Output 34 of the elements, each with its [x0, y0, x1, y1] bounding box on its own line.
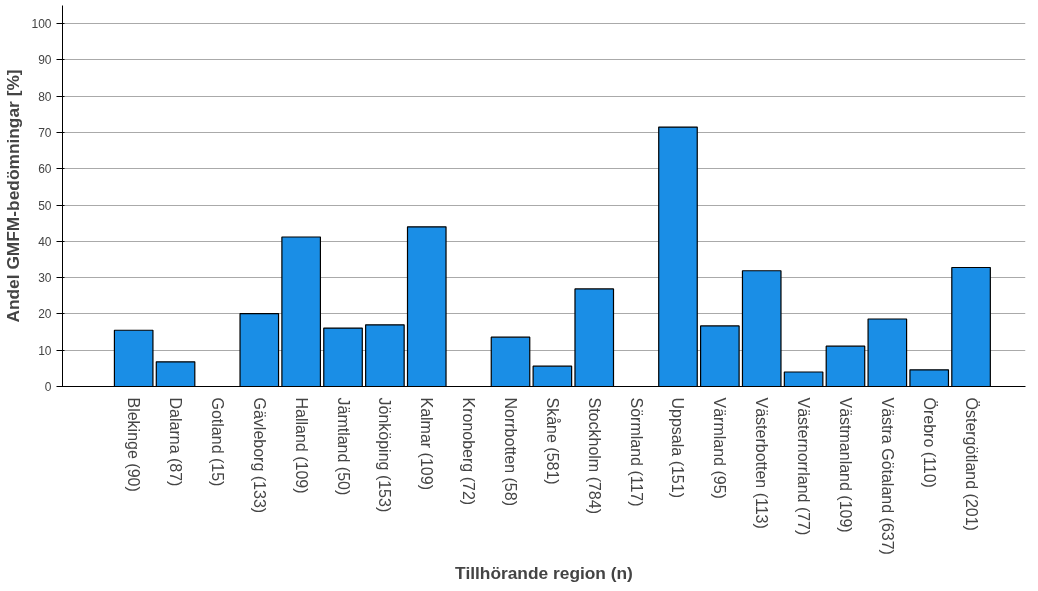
x-tick-label: Blekinge (90): [125, 397, 143, 492]
x-tick-label: Halland (109): [292, 397, 310, 494]
x-tick-label: Sörmland (117): [627, 397, 645, 507]
y-tick-label: 60: [38, 162, 52, 177]
x-tick-label: Östergötland (201): [962, 397, 980, 531]
y-tick-label: 40: [38, 234, 52, 249]
x-tick-label: Kalmar (109): [418, 397, 436, 490]
x-tick-label: Gotland (15): [208, 397, 226, 487]
x-tick-label: Dalarna (87): [167, 397, 185, 487]
y-tick-label: 100: [31, 17, 52, 32]
x-tick-label: Västra Götaland (637): [878, 397, 896, 555]
x-tick-label: Jönköping (153): [376, 397, 394, 513]
x-tick-label: Västerbotten (113): [753, 397, 771, 529]
x-tick-label: Kronoberg (72): [460, 397, 478, 506]
y-axis-title: Andel GMFM-bedömningar [%]: [3, 69, 24, 323]
y-tick-label: 10: [38, 343, 52, 358]
x-tick-label: Jämtland (50): [334, 397, 352, 496]
x-axis-title: Tillhörande region (n): [455, 562, 633, 583]
x-tick-label: Stockholm (784): [585, 397, 603, 514]
y-tick-label: 50: [38, 198, 52, 213]
x-tick-label: Uppsala (151): [669, 397, 687, 498]
y-tick-label: 90: [38, 53, 52, 68]
y-tick-label: 30: [38, 271, 52, 286]
x-tick-label: Värmland (95): [711, 397, 729, 499]
y-tick-label: 70: [38, 126, 52, 140]
y-tick-label: 20: [38, 307, 52, 322]
y-tick-label: 0: [44, 380, 52, 394]
x-tick-label: Västernorrland (77): [795, 397, 813, 536]
y-tick-label: 80: [38, 89, 52, 104]
x-tick-label: Gävleborg (133): [250, 397, 268, 514]
x-tick-label: Skåne (581): [543, 397, 561, 485]
x-tick-label: Västmanland (109): [836, 397, 854, 533]
x-tick-label: Norrbotten (58): [502, 397, 519, 506]
x-tick-label: Örebro (110): [920, 397, 938, 488]
